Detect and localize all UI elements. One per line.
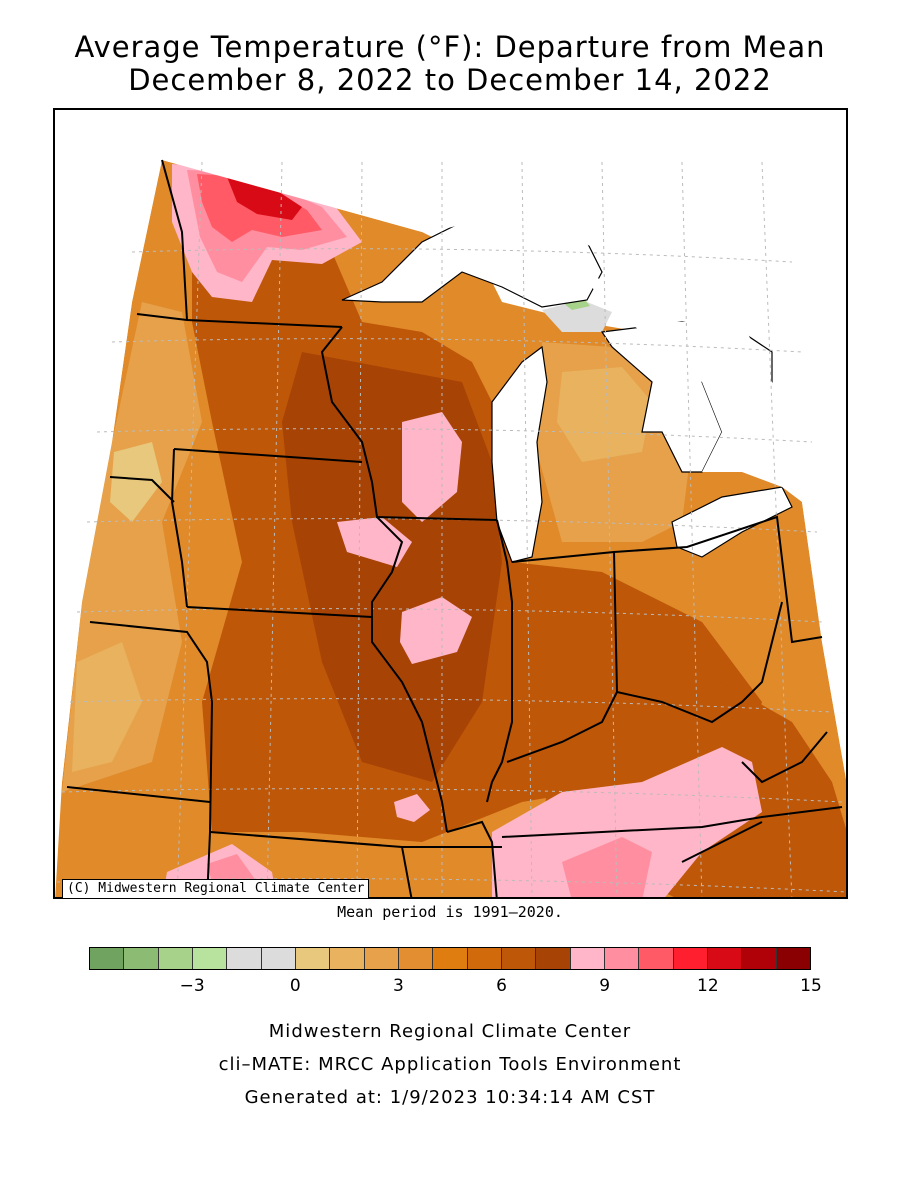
legend-tick-label: 15 [800,976,822,996]
legend-swatch [192,948,228,969]
legend-swatch [330,948,365,969]
legend-swatch [467,948,502,969]
map-panel [53,108,848,899]
region-pink-wi [402,412,462,522]
legend-tick-label: −3 [179,976,205,996]
outside-east [742,110,846,780]
region-up-gray [542,300,612,332]
legend-swatch [673,948,708,969]
legend-swatch [604,948,640,969]
color-legend [89,947,811,970]
region-pink-southeast [492,747,762,897]
region-pink-ia [337,517,412,567]
canada-region [432,192,802,502]
legend-tick-label: 0 [289,976,301,996]
map-title: Average Temperature (°F): Departure from… [74,30,826,64]
legend-swatch [295,948,331,969]
legend-swatch [364,948,399,969]
legend-swatch [398,948,434,969]
state-borders [66,159,843,897]
region-west-lighter [72,642,142,772]
legend-swatch [227,948,262,969]
region-red-north [227,177,302,220]
outside-west [55,110,162,822]
legend-swatch [158,948,193,969]
lake-michigan [491,345,548,563]
region-pink-mo [394,794,430,822]
legend-tick-label: 3 [393,976,404,996]
legend-swatch [742,948,777,969]
copyright-label: (C) Midwestern Regional Climate Center [62,879,370,899]
legend-swatch [536,948,571,969]
map-date-range: December 8, 2022 to December 14, 2022 [128,63,772,97]
legend-swatch [90,948,125,969]
legend-swatch [124,948,159,969]
footer-generated: Generated at: 1/9/2023 10:34:14 AM CST [244,1087,656,1108]
legend-swatch [501,948,537,969]
footer-org: Midwestern Regional Climate Center [268,1021,632,1042]
legend-swatch [639,948,674,969]
legend-tick-label: 12 [697,976,719,996]
region-michigan-lighter [557,367,652,462]
legend-swatch [261,948,296,969]
legend-tick-label: 9 [599,976,611,996]
legend-tick-label: 6 [496,976,507,996]
legend-swatch [707,948,743,969]
legend-swatch [570,948,605,969]
lake-superior [341,196,603,308]
region-pink-il [400,597,472,664]
mean-period-note: Mean period is 1991–2020. [337,903,563,921]
temperature-departure-map [55,110,846,897]
outside-north [162,110,742,252]
region-west-pale [110,442,162,522]
footer-app: cli–MATE: MRCC Application Tools Environ… [218,1054,682,1075]
legend-swatch [433,948,468,969]
legend-swatch [776,948,810,969]
